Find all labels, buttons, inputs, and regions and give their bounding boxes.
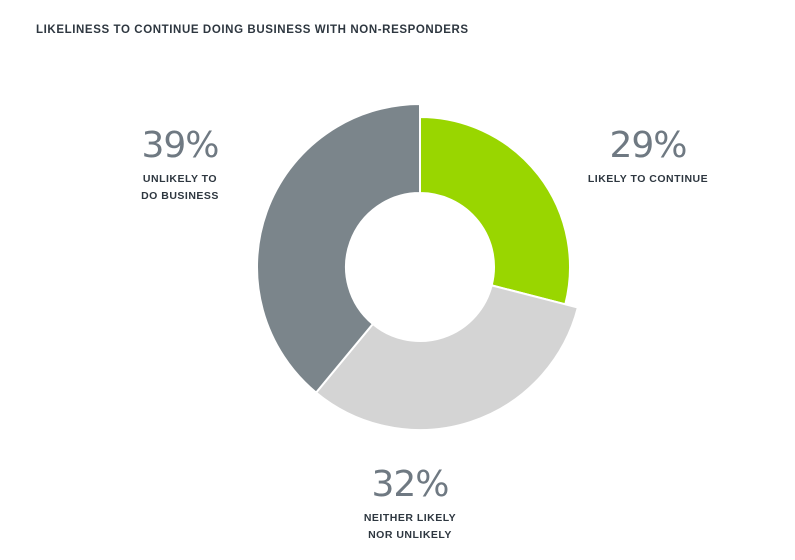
callout-neither: 32% NEITHER LIKELY NOR UNLIKELY bbox=[340, 464, 480, 544]
value-label-neither: 32% bbox=[371, 464, 449, 505]
callout-likely: 29% LIKELY TO CONTINUE bbox=[573, 125, 723, 188]
category-label-likely: LIKELY TO CONTINUE bbox=[587, 173, 709, 185]
category-label-unlikely-line1: UNLIKELY TO bbox=[142, 173, 218, 185]
category-label-neither-line1: NEITHER LIKELY bbox=[363, 512, 457, 524]
slice-unlikely-to-do-business bbox=[256, 102, 421, 395]
callout-unlikely: 39% UNLIKELY TO DO BUSINESS bbox=[120, 125, 240, 205]
value-label-likely: 29% bbox=[609, 125, 687, 166]
slice-neither-likely-nor-unlikely bbox=[314, 284, 580, 431]
chart-title: LIKELINESS TO CONTINUE DOING BUSINESS WI… bbox=[36, 24, 469, 36]
value-label-unlikely: 39% bbox=[141, 125, 219, 166]
category-label-unlikely-line2: DO BUSINESS bbox=[141, 190, 219, 202]
category-label-neither-line2: NOR UNLIKELY bbox=[368, 529, 452, 541]
slice-likely-to-continue bbox=[419, 115, 571, 306]
